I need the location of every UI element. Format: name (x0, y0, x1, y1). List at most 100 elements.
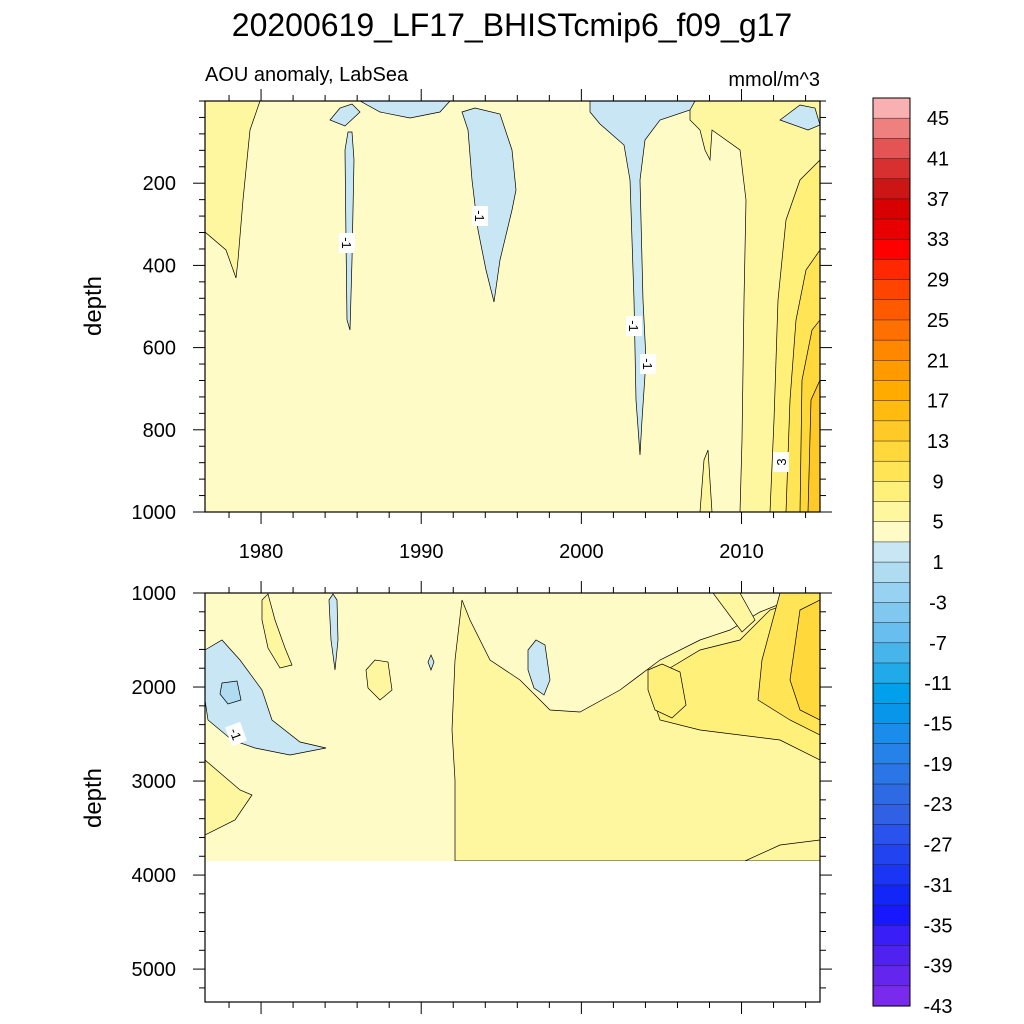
lower-contour-2008 (712, 593, 756, 633)
lower-y-axis-label: depth (80, 768, 107, 828)
y-tick-label: 1000 (132, 502, 177, 524)
colorbar-swatch (872, 965, 911, 987)
lower-plot-frame (204, 592, 821, 1003)
contour-label-box (773, 452, 789, 472)
upper-contour-neg-topleft (329, 103, 361, 127)
contour-label-box (472, 206, 488, 226)
x-tick-label: 2010 (719, 541, 764, 563)
colorbar-swatch (872, 501, 911, 523)
colorbar-label: -39 (924, 956, 953, 978)
upper-y-tick-labels: 200 400 600 800 1000 (132, 173, 177, 524)
lower-contour-neg-1984 (328, 593, 339, 671)
contour-label-box (339, 233, 355, 253)
colorbar-swatch (872, 884, 911, 906)
colorbar-label: 5 (932, 512, 943, 534)
contour-label-box (626, 316, 642, 336)
colorbar-label: -27 (924, 835, 953, 857)
colorbar-swatch (872, 682, 911, 704)
colorbar-label: 1 (932, 552, 943, 574)
lower-y-tick-labels: 1000 2000 3000 4000 5000 (132, 583, 177, 981)
colorbar-swatch (872, 339, 911, 361)
lower-contour-2005 (647, 663, 687, 719)
upper-contour-1-left (205, 101, 261, 279)
contour-label-text: -1 (626, 320, 641, 332)
lower-contour-1-left (205, 759, 253, 836)
contour-label: -1 (225, 721, 247, 747)
contour-label-text: -1 (339, 237, 354, 249)
colorbar-swatch (872, 602, 911, 624)
upper-plot-frame (204, 100, 821, 513)
colorbar-label: -43 (924, 996, 953, 1018)
colorbar-label: 25 (927, 310, 949, 332)
colorbar-swatch (872, 763, 911, 785)
colorbar-swatch (872, 582, 911, 603)
colorbar-label: 17 (927, 391, 949, 413)
lower-contour-1980s (261, 593, 293, 669)
colorbar-swatch (872, 541, 911, 563)
upper-y-axis-label: depth (80, 276, 107, 336)
colorbar-swatch (872, 460, 911, 482)
colorbar-swatch (872, 844, 911, 866)
upper-contour-neg-topright (779, 104, 820, 131)
colorbar-swatch (872, 158, 911, 180)
colorbar-label: -15 (924, 714, 953, 736)
colorbar-swatch (872, 703, 911, 725)
upper-contour-neg-topcenter (359, 101, 451, 119)
colorbar-label: 37 (927, 189, 949, 211)
upper-contour-labels: -1 -1 -1 -1 3 (339, 206, 789, 472)
y-tick-label: 200 (143, 173, 176, 195)
colorbar-swatch (872, 743, 911, 765)
lower-ticks (193, 581, 832, 1014)
colorbar-swatch (872, 642, 911, 664)
colorbar-swatch (872, 400, 911, 422)
colorbar-label: 33 (927, 229, 949, 251)
upper-ticks (193, 89, 832, 524)
colorbar-swatch (872, 117, 911, 139)
y-tick-label: 800 (143, 420, 176, 442)
y-tick-label: 2000 (132, 677, 177, 699)
lower-contour-neg-2000 (527, 639, 551, 696)
colorbar-swatch (872, 420, 911, 442)
x-tick-label: 1990 (399, 541, 444, 563)
upper-contour-neg-2003 (589, 101, 696, 456)
colorbar-label: -3 (929, 592, 947, 614)
contour-label-text: -1 (640, 358, 655, 370)
colorbar-swatch (872, 561, 911, 583)
lower-contour-labels: -1 (225, 721, 247, 747)
contour-label-text: -1 (227, 726, 245, 742)
y-tick-label: 4000 (132, 865, 177, 887)
colorbar-swatch (872, 198, 911, 220)
y-tick-label: 3000 (132, 771, 177, 793)
colorbar-label: 41 (927, 149, 949, 171)
colorbar-swatch (872, 178, 911, 200)
colorbar-label: 9 (932, 471, 943, 493)
lower-panel: -1 1000 2000 3000 4000 5000 depth (80, 581, 832, 1014)
upper-contour-neg-1994 (461, 107, 517, 303)
colorbar-label: 21 (927, 350, 949, 372)
colorbar-swatch (872, 622, 911, 644)
y-tick-label: 400 (143, 255, 176, 277)
colorbar-labels: 45 41 37 33 29 25 21 17 13 9 5 1 -3 -7 -11 -15 -19 -23 -27… (924, 108, 953, 1018)
colorbar-swatch (872, 985, 911, 1007)
colorbar-swatch (872, 259, 911, 281)
colorbar-swatch (872, 824, 911, 846)
contour-label-text: -1 (472, 210, 487, 222)
colorbar-label: 29 (927, 270, 949, 292)
colorbar-swatch (872, 360, 911, 382)
lower-contour-neg-1990 (427, 654, 435, 671)
contour-label: 3 (773, 452, 789, 472)
colorbar-label: -19 (924, 754, 953, 776)
colorbar-swatch (872, 723, 911, 745)
colorbar-swatch (872, 481, 911, 503)
upper-contour-13 (807, 379, 820, 512)
contour-label-text: 3 (774, 458, 789, 465)
colorbar-swatch (872, 218, 911, 240)
contour-label: -1 (339, 233, 355, 253)
x-tick-labels: 1980 1990 2000 2010 (239, 541, 764, 563)
colorbar-frame (872, 97, 911, 1007)
colorbar-swatch (872, 925, 911, 947)
y-tick-label: 1000 (132, 583, 177, 605)
contour-label: -1 (626, 316, 642, 336)
colorbar-label: -31 (924, 875, 953, 897)
